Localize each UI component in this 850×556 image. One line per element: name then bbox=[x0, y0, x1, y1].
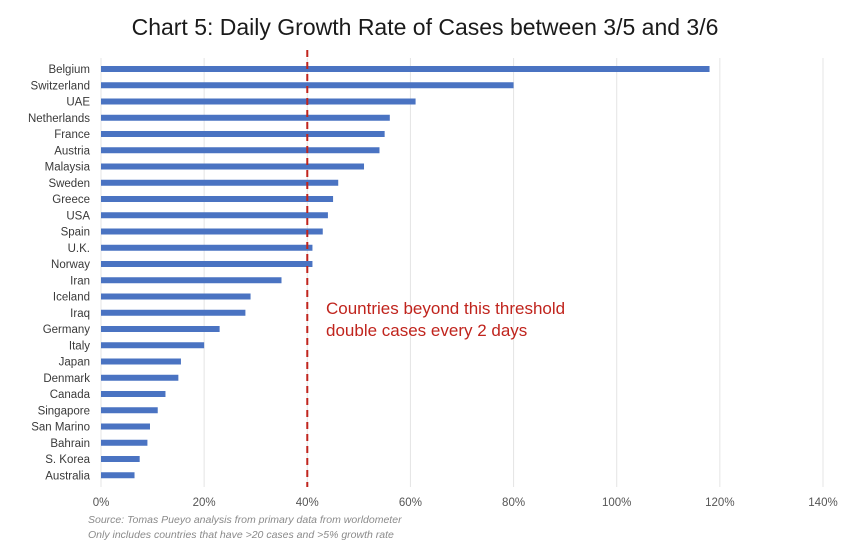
threshold-annotation-line-1: Countries beyond this threshold bbox=[326, 299, 565, 318]
bar bbox=[101, 439, 148, 446]
bar bbox=[101, 358, 181, 365]
bar bbox=[101, 342, 205, 349]
bar bbox=[101, 212, 328, 219]
bar bbox=[101, 82, 514, 89]
bar bbox=[101, 391, 166, 397]
bar bbox=[101, 244, 313, 251]
category-label: Austria bbox=[54, 145, 90, 157]
bar bbox=[101, 374, 179, 381]
category-label: Switzerland bbox=[31, 80, 90, 92]
source-note-2: Only includes countries that have >20 ca… bbox=[88, 529, 394, 541]
bar bbox=[101, 423, 150, 430]
bar bbox=[101, 131, 385, 137]
bar bbox=[101, 309, 246, 316]
x-tick-label: 60% bbox=[399, 497, 422, 509]
category-label: USA bbox=[66, 210, 90, 222]
x-tick-label: 80% bbox=[502, 497, 525, 509]
category-label: Iran bbox=[70, 275, 90, 287]
bar bbox=[101, 66, 710, 72]
category-label: Germany bbox=[43, 324, 91, 336]
bar bbox=[101, 196, 334, 202]
x-tick-label: 100% bbox=[602, 497, 631, 509]
category-label: Norway bbox=[51, 259, 90, 271]
bar bbox=[101, 456, 140, 462]
category-label: Sweden bbox=[48, 178, 90, 190]
category-label: Greece bbox=[52, 194, 90, 206]
category-label: Japan bbox=[59, 357, 90, 369]
x-tick-label: 140% bbox=[808, 497, 837, 509]
category-label: Denmark bbox=[43, 373, 90, 385]
category-label: U.K. bbox=[68, 243, 90, 255]
x-tick-label: 120% bbox=[705, 497, 734, 509]
gridlines bbox=[100, 58, 824, 487]
x-tick-label: 0% bbox=[93, 497, 110, 509]
bar bbox=[101, 147, 380, 154]
bar bbox=[101, 293, 251, 300]
bar bbox=[101, 114, 390, 121]
category-label: Malaysia bbox=[45, 162, 91, 174]
source-note-1: Source: Tomas Pueyo analysis from primar… bbox=[88, 514, 402, 526]
category-label: Spain bbox=[61, 227, 90, 239]
category-label: Australia bbox=[45, 470, 90, 482]
bar bbox=[101, 326, 220, 332]
bar bbox=[101, 228, 323, 235]
x-tick-label: 40% bbox=[296, 497, 319, 509]
category-labels: Belgium Switzerland UAE Netherlands France Au… bbox=[28, 64, 91, 482]
x-axis-ticks: 0% 20% 40% 60% 80% 100% 120% 140% bbox=[93, 497, 838, 509]
bar bbox=[101, 98, 416, 105]
bar bbox=[101, 472, 135, 479]
x-tick-label: 20% bbox=[193, 497, 216, 509]
bar bbox=[101, 407, 158, 414]
category-label: San Marino bbox=[31, 422, 90, 434]
category-label: Canada bbox=[50, 389, 91, 401]
bar bbox=[101, 261, 313, 267]
category-label: Bahrain bbox=[50, 438, 90, 450]
threshold-annotation-line-2: double cases every 2 days bbox=[326, 321, 527, 340]
category-label: S. Korea bbox=[45, 454, 90, 466]
bar bbox=[101, 179, 339, 186]
bars bbox=[101, 66, 710, 479]
category-label: France bbox=[54, 129, 90, 141]
category-label: UAE bbox=[66, 97, 90, 109]
bar bbox=[101, 277, 282, 284]
category-label: Italy bbox=[69, 340, 90, 352]
chart-title: Chart 5: Daily Growth Rate of Cases betw… bbox=[132, 14, 719, 40]
category-label: Netherlands bbox=[28, 113, 90, 125]
category-label: Singapore bbox=[38, 405, 90, 417]
category-label: Iraq bbox=[70, 308, 90, 320]
category-label: Belgium bbox=[48, 64, 90, 76]
category-label: Iceland bbox=[53, 292, 90, 304]
bar bbox=[101, 163, 365, 170]
